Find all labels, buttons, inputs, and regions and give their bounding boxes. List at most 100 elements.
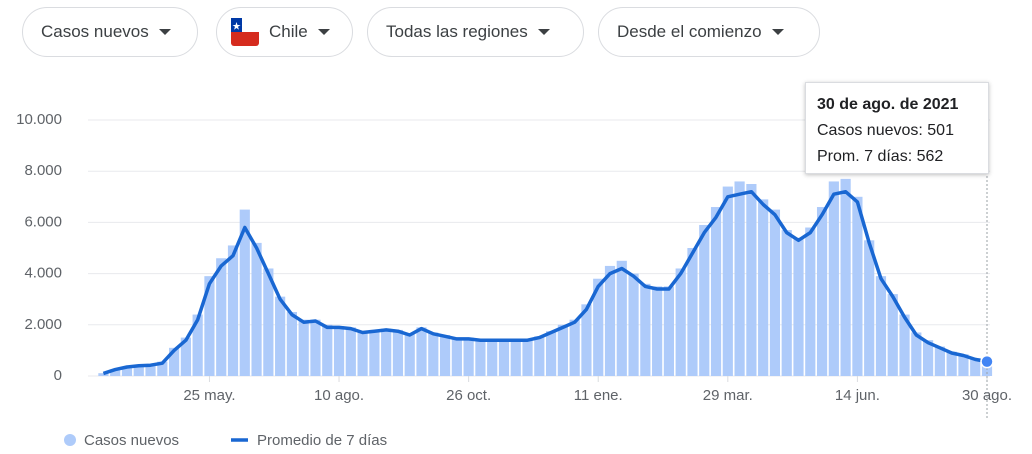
bar bbox=[628, 273, 639, 376]
y-tick-label: 6.000 bbox=[24, 213, 62, 230]
bar bbox=[428, 332, 439, 376]
bar bbox=[239, 209, 250, 376]
flag bbox=[231, 18, 259, 46]
bar bbox=[923, 340, 934, 376]
y-tick-label: 0 bbox=[54, 367, 62, 384]
bar bbox=[852, 196, 863, 376]
y-tick-label: 8.000 bbox=[24, 162, 62, 179]
period-dropdown[interactable]: Desde el comienzo bbox=[598, 7, 820, 57]
bar bbox=[145, 364, 156, 376]
bar bbox=[593, 278, 604, 376]
bar bbox=[746, 184, 757, 376]
legend-label: Casos nuevos bbox=[84, 432, 179, 449]
bar bbox=[381, 328, 392, 376]
bar bbox=[333, 326, 345, 376]
bar bbox=[263, 268, 274, 376]
bar bbox=[946, 351, 957, 376]
caret bbox=[537, 29, 550, 35]
bar bbox=[404, 333, 415, 376]
x-tick-label: 11 ene. bbox=[574, 387, 623, 404]
hover-point bbox=[980, 354, 994, 369]
average-line bbox=[102, 189, 988, 376]
region-dropdown[interactable]: Todas las regiones bbox=[367, 7, 584, 57]
bar bbox=[864, 240, 875, 376]
dropdown-label: Todas las regiones bbox=[386, 22, 528, 41]
bar bbox=[416, 327, 427, 376]
bar bbox=[840, 178, 851, 376]
country-dropdown[interactable]: Chile bbox=[216, 7, 353, 57]
bar bbox=[121, 366, 133, 376]
dropdown-label: Chile bbox=[269, 22, 308, 41]
bar bbox=[675, 268, 686, 376]
bar bbox=[699, 224, 710, 376]
bar bbox=[652, 286, 663, 376]
tooltip-title: 30 de ago. de 2021 bbox=[817, 96, 959, 113]
bar bbox=[604, 265, 616, 376]
bar bbox=[510, 338, 521, 376]
bar bbox=[251, 242, 262, 376]
caret bbox=[158, 29, 171, 35]
bar bbox=[958, 354, 969, 376]
tooltip-line: Casos nuevos: 501 bbox=[817, 122, 954, 139]
bar bbox=[275, 296, 286, 376]
bar bbox=[475, 338, 486, 376]
bar bbox=[816, 207, 828, 376]
bar bbox=[98, 373, 109, 376]
bar bbox=[286, 312, 298, 376]
bar bbox=[357, 331, 368, 376]
bar bbox=[192, 314, 203, 376]
bar bbox=[439, 335, 451, 376]
bar bbox=[180, 337, 191, 376]
x-tick-label: 29 mar. bbox=[703, 387, 753, 404]
bar bbox=[498, 338, 510, 376]
bar bbox=[216, 258, 227, 376]
bar bbox=[345, 327, 356, 376]
dropdown-label: Casos nuevos bbox=[41, 22, 149, 41]
bar bbox=[522, 340, 533, 376]
bar bbox=[392, 329, 404, 376]
tooltip: 30 de ago. de 2021 Casos nuevos: 501 Pro… bbox=[805, 82, 989, 174]
bar bbox=[133, 365, 144, 376]
bar bbox=[781, 230, 792, 376]
x-tick-label: 30 ago. bbox=[962, 387, 1012, 404]
bar bbox=[534, 336, 545, 376]
bar bbox=[710, 207, 722, 376]
bar bbox=[110, 369, 121, 376]
bar bbox=[322, 324, 333, 376]
y-tick-label: 4.000 bbox=[24, 265, 62, 282]
bar bbox=[875, 276, 887, 376]
bar bbox=[204, 276, 215, 376]
bar bbox=[369, 329, 380, 376]
bar bbox=[616, 260, 627, 376]
bar bbox=[722, 186, 733, 376]
bar bbox=[887, 294, 898, 376]
bar bbox=[463, 337, 474, 376]
bar bbox=[487, 338, 498, 376]
caret bbox=[317, 29, 330, 35]
bar bbox=[911, 332, 922, 376]
dropdown-label: Desde el comienzo bbox=[617, 22, 762, 41]
bar bbox=[169, 347, 180, 376]
metric-dropdown[interactable]: Casos nuevos bbox=[22, 7, 198, 57]
bar bbox=[569, 319, 580, 376]
bar bbox=[640, 283, 651, 376]
bar bbox=[793, 237, 804, 376]
bar bbox=[899, 314, 910, 376]
bar bbox=[934, 346, 945, 376]
x-tick-label: 26 oct. bbox=[446, 387, 491, 404]
bar bbox=[970, 358, 981, 376]
tooltip-line: Prom. 7 días: 562 bbox=[817, 148, 944, 165]
y-tick-label: 10.000 bbox=[16, 111, 62, 128]
legend-swatch bbox=[64, 434, 76, 446]
bar bbox=[687, 248, 698, 376]
x-tick-label: 10 ago. bbox=[314, 387, 364, 404]
bar bbox=[451, 337, 462, 376]
bar bbox=[734, 181, 745, 376]
x-tick-label: 25 may. bbox=[183, 387, 235, 404]
bar bbox=[557, 324, 568, 376]
bar bbox=[769, 209, 781, 376]
legend-label: Promedio de 7 días bbox=[257, 432, 387, 449]
bar bbox=[310, 319, 321, 376]
